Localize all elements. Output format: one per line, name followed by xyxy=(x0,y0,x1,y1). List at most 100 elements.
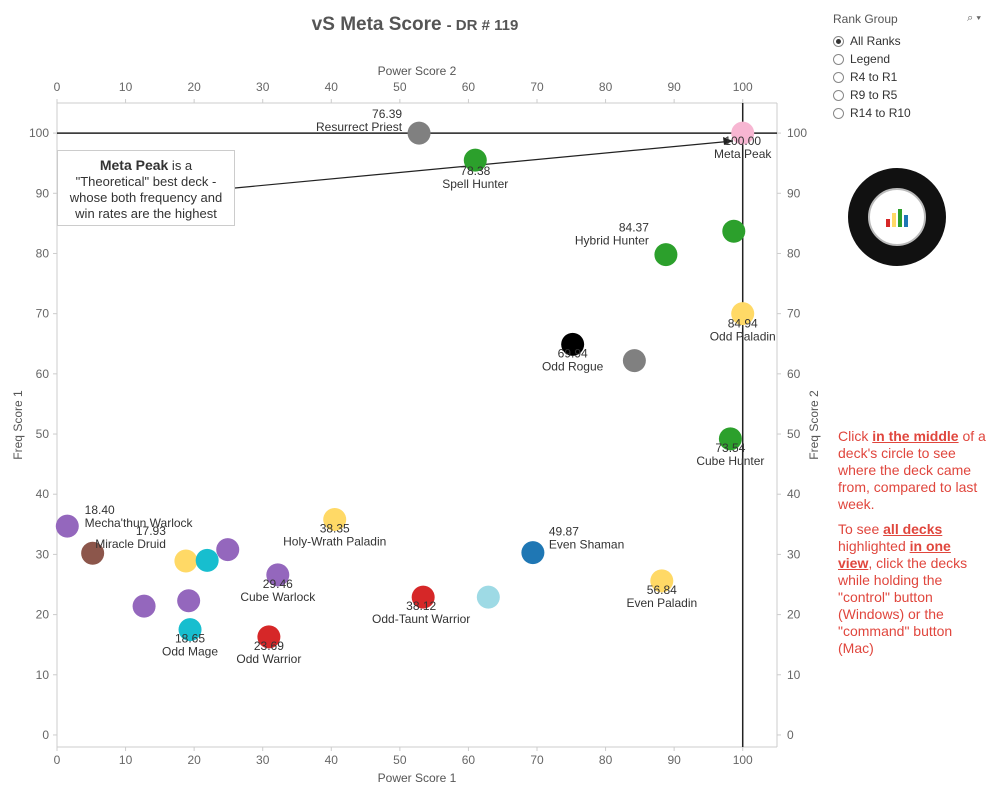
radio-icon[interactable] xyxy=(833,71,844,83)
y-tick-label-right: 0 xyxy=(787,728,794,742)
data-point-score-label: 69.94 xyxy=(558,346,588,360)
data-point xyxy=(411,585,435,609)
callout-bold: Meta Peak xyxy=(99,157,169,173)
x-tick-label-bottom: 0 xyxy=(54,753,61,767)
chart-title: vS Meta Score - DR # 119 xyxy=(0,14,830,36)
data-point xyxy=(622,349,646,373)
x-tick-label-bottom: 10 xyxy=(119,753,133,767)
data-point-name-label: Odd Paladin xyxy=(710,330,776,344)
data-point-name-label: Mecha'thun Warlock xyxy=(85,516,194,530)
data-point xyxy=(323,507,347,531)
data-point-score-label: 29.46 xyxy=(263,577,293,591)
data-point-name-label: Holy-Wrath Paladin xyxy=(283,534,386,548)
note-emphasis: in the middle xyxy=(872,428,959,444)
radio-icon[interactable] xyxy=(833,89,844,101)
x-tick-label-bottom: 70 xyxy=(530,753,544,767)
rank-option-all-ranks[interactable]: All Ranks xyxy=(833,32,981,50)
note-emphasis: all decks xyxy=(883,521,943,537)
x-tick-label-top: 90 xyxy=(667,80,681,94)
rank-option-label: R4 to R1 xyxy=(850,70,898,84)
meta-peak-callout: Meta Peak is a "Theoretical" best deck -… xyxy=(57,150,235,226)
y-tick-label-left: 60 xyxy=(36,367,50,381)
y-tick-label-left: 30 xyxy=(36,547,50,561)
data-point xyxy=(654,243,678,267)
x-axis-title-bottom: Power Score 1 xyxy=(378,771,457,785)
data-point-name-label: Miracle Druid xyxy=(95,537,166,551)
data-point-name-label: Cube Warlock xyxy=(240,590,316,604)
rank-option-label: Legend xyxy=(850,52,891,66)
x-tick-label-top: 50 xyxy=(393,80,407,94)
rank-group-header: Rank Group ⌕ ▾ xyxy=(833,12,981,26)
x-tick-label-bottom: 90 xyxy=(667,753,681,767)
y-tick-label-right: 90 xyxy=(787,186,801,200)
x-tick-label-top: 0 xyxy=(54,80,61,94)
data-point xyxy=(463,148,487,172)
x-tick-label-top: 20 xyxy=(187,80,201,94)
data-point-name-label: Spell Hunter xyxy=(442,177,508,191)
data-point xyxy=(718,427,742,451)
y-tick-label-left: 10 xyxy=(36,668,50,682)
y-tick-label-right: 10 xyxy=(787,668,801,682)
rank-group-label: Rank Group xyxy=(833,12,898,26)
y-tick-label-right: 60 xyxy=(787,367,801,381)
y-tick-label-right: 70 xyxy=(787,307,801,321)
data-point xyxy=(407,121,431,145)
x-tick-label-top: 60 xyxy=(462,80,476,94)
radio-icon[interactable] xyxy=(833,107,844,119)
note-paragraph-1: Click in the middle of a deck's circle t… xyxy=(838,428,986,513)
rank-option-label: R9 to R5 xyxy=(850,88,898,102)
y-axis-title-left: Freq Score 1 xyxy=(11,390,25,460)
data-point xyxy=(174,549,198,573)
rank-option-r4-r1[interactable]: R4 to R1 xyxy=(833,68,981,86)
data-point-score-label: 73.54 xyxy=(715,441,745,455)
callout-line-2: "Theoretical" best deck - xyxy=(75,174,217,189)
data-point-score-label: 23.69 xyxy=(254,639,284,653)
data-point-score-label: 100.00 xyxy=(724,134,761,148)
x-tick-label-top: 100 xyxy=(733,80,753,94)
rank-option-legend[interactable]: Legend xyxy=(833,50,981,68)
x-tick-label-top: 10 xyxy=(119,80,133,94)
callout-line-1: Meta Peak is a xyxy=(58,157,234,174)
rank-option-r9-r5[interactable]: R9 to R5 xyxy=(833,86,981,104)
data-point-score-label: 18.40 xyxy=(85,503,115,517)
radio-icon[interactable] xyxy=(833,35,844,47)
radio-icon[interactable] xyxy=(833,53,844,65)
data-point xyxy=(561,332,585,356)
data-point-name-label: Hybrid Hunter xyxy=(575,234,649,248)
logo-bars-icon xyxy=(886,205,908,227)
note-text: Click xyxy=(838,428,873,444)
data-point-score-label: 49.87 xyxy=(549,525,579,539)
scatter-chart: 0010102020303040405050606070708080909010… xyxy=(11,64,821,785)
logo-ring xyxy=(868,188,926,246)
data-point-name-label: Resurrect Priest xyxy=(316,120,403,134)
data-point xyxy=(722,219,746,243)
x-tick-label-top: 70 xyxy=(530,80,544,94)
data-point xyxy=(476,585,500,609)
callout-arrowhead xyxy=(723,137,733,145)
note-text: of a deck's circle to see where the deck… xyxy=(838,428,986,512)
x-tick-label-top: 40 xyxy=(325,80,339,94)
note-emphasis: in one view xyxy=(838,538,951,571)
x-tick-label-bottom: 20 xyxy=(187,753,201,767)
y-tick-label-right: 80 xyxy=(787,246,801,260)
y-axis-title-right: Freq Score 2 xyxy=(807,390,821,460)
data-point-score-label: 17.93 xyxy=(136,524,166,538)
y-tick-label-left: 50 xyxy=(36,427,50,441)
data-point xyxy=(195,548,219,572)
data-point xyxy=(177,589,201,613)
search-icon[interactable]: ⌕ ▾ xyxy=(967,12,981,24)
y-tick-label-left: 0 xyxy=(42,728,49,742)
x-tick-label-bottom: 100 xyxy=(733,753,753,767)
rank-option-r14-r10[interactable]: R14 to R10 xyxy=(833,104,981,122)
title-main: vS Meta Score xyxy=(311,14,442,35)
y-tick-label-right: 50 xyxy=(787,427,801,441)
y-tick-label-left: 70 xyxy=(36,307,50,321)
data-point-name-label: Meta Peak xyxy=(714,147,772,161)
data-point xyxy=(521,541,545,565)
x-axis-title-top: Power Score 2 xyxy=(378,64,457,78)
data-point xyxy=(257,625,281,649)
note-text: To see xyxy=(838,521,884,537)
callout-line-3: whose both frequency and xyxy=(69,190,223,205)
data-point xyxy=(132,594,156,618)
data-reaper-report-logo xyxy=(848,168,946,266)
